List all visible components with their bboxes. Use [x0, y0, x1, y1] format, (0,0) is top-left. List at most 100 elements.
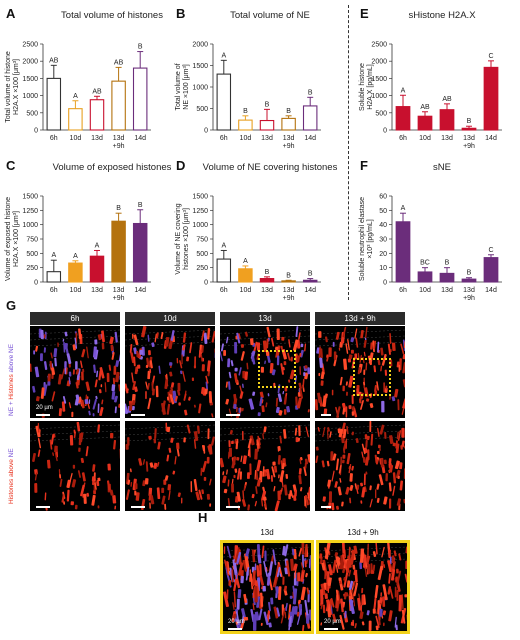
histone-signal	[181, 354, 183, 365]
histone-signal	[325, 602, 330, 612]
histone-signal	[396, 431, 399, 440]
y-tick-label: 2000	[22, 59, 38, 66]
y-axis-label: NE ×100 [μm³]	[183, 64, 190, 110]
histone-signal	[97, 505, 100, 509]
histone-signal	[282, 576, 285, 585]
histone-signal	[284, 611, 287, 619]
histone-signal	[263, 426, 267, 433]
histone-signal	[387, 560, 393, 573]
histone-signal	[240, 351, 245, 361]
histone-signal	[254, 469, 257, 480]
histone-signal	[133, 386, 138, 392]
histone-signal	[377, 565, 384, 581]
histone-signal	[146, 357, 150, 366]
histone-signal	[266, 326, 271, 338]
ne-signal	[88, 399, 91, 404]
histone-signal	[375, 489, 377, 499]
histone-signal	[392, 442, 396, 447]
ne-signal	[395, 624, 398, 631]
histone-signal	[305, 426, 309, 437]
scale-bar	[226, 414, 240, 416]
ne-signal	[92, 413, 95, 417]
scale-bar	[321, 414, 331, 416]
histone-signal	[166, 426, 171, 433]
ne-signal	[158, 365, 161, 375]
histone-signal	[341, 402, 347, 413]
histone-signal	[329, 431, 332, 438]
significance-letter: C	[488, 247, 493, 254]
histone-signal	[256, 565, 260, 577]
histone-signal	[184, 390, 187, 394]
scale-bar	[36, 506, 50, 508]
histone-signal	[345, 592, 349, 597]
histone-signal	[286, 560, 291, 577]
ne-signal	[97, 403, 100, 413]
histone-signal	[265, 351, 270, 357]
histone-signal	[59, 474, 62, 479]
histone-signal	[96, 480, 100, 487]
ne-signal	[170, 330, 175, 341]
ne-signal	[268, 622, 272, 628]
histone-signal	[376, 381, 379, 391]
histone-signal	[198, 349, 202, 358]
histone-signal	[207, 369, 211, 377]
histone-signal	[403, 468, 405, 479]
y-tick-label: 30	[379, 237, 387, 244]
histone-signal	[327, 577, 332, 587]
histone-signal	[231, 440, 234, 445]
histone-signal	[179, 360, 183, 369]
x-tick-label: 13d	[261, 135, 273, 142]
histone-signal	[331, 389, 334, 396]
histone-signal	[134, 366, 139, 375]
ne-signal	[118, 354, 120, 362]
histone-signal	[247, 438, 252, 449]
significance-letter: A	[243, 258, 248, 265]
histone-signal	[157, 462, 160, 467]
histone-signal	[193, 439, 197, 449]
x-tick-label: +9h	[463, 295, 475, 302]
histone-signal	[357, 367, 362, 375]
histone-signal	[110, 344, 114, 352]
ne-signal	[115, 360, 120, 367]
panel-letter: A	[6, 6, 16, 21]
histone-signal	[208, 391, 213, 403]
x-tick-label: 13d	[463, 135, 475, 142]
histone-signal	[227, 561, 230, 575]
ne-signal	[33, 350, 36, 355]
histone-signal	[369, 498, 373, 508]
histone-signal	[161, 495, 166, 505]
histone-signal	[361, 451, 364, 458]
histone-signal	[388, 464, 394, 473]
histone-signal	[177, 492, 181, 497]
grid-line	[125, 335, 215, 341]
histone-signal	[402, 354, 405, 360]
histone-signal	[401, 594, 404, 610]
ne-signal	[259, 396, 263, 407]
histone-signal	[148, 493, 151, 501]
histone-signal	[204, 388, 208, 395]
histone-signal	[318, 331, 322, 338]
histone-signal	[315, 399, 319, 411]
histone-signal	[296, 611, 300, 617]
ne-signal	[306, 613, 310, 624]
histone-signal	[277, 446, 281, 451]
histone-signal	[223, 488, 228, 494]
histone-signal	[145, 461, 149, 472]
scale-bar	[36, 414, 50, 416]
histone-signal	[196, 425, 200, 434]
histone-signal	[209, 478, 212, 486]
significance-letter: A	[401, 205, 406, 212]
ne-signal	[68, 377, 71, 385]
histone-signal	[398, 594, 403, 612]
x-tick-label: 13d	[113, 135, 125, 142]
histone-signal	[112, 495, 117, 504]
histone-signal	[191, 377, 194, 382]
y-axis-label: Volume of NE covering	[175, 203, 182, 274]
y-tick-label: 1000	[371, 93, 387, 100]
histone-signal	[382, 596, 386, 607]
scale-bar-label: 20 µm	[324, 619, 341, 625]
histone-signal	[246, 362, 249, 370]
col-header-13d: 13d	[220, 312, 310, 325]
ne-signal	[377, 341, 380, 353]
y-tick-label: 250	[196, 265, 208, 272]
